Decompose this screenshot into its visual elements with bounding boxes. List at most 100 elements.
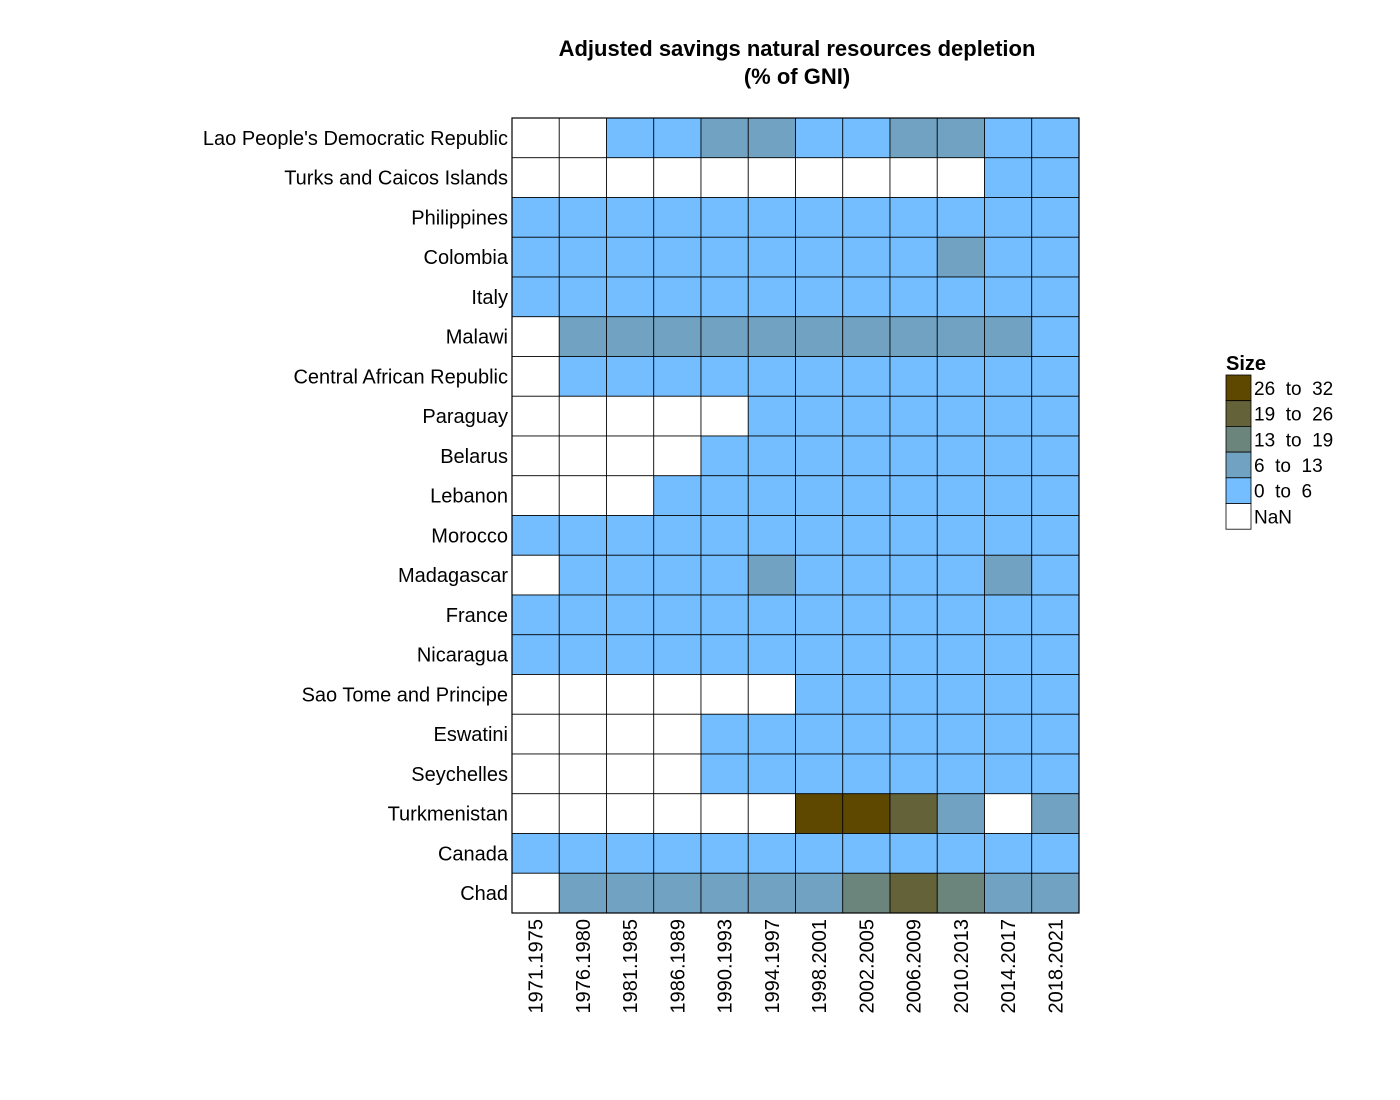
- heatmap-cell-philippines-1981-1985: [606, 197, 655, 238]
- heatmap-cell-chad-1976-1980: [558, 872, 607, 914]
- legend-label: 26 to 32: [1254, 379, 1333, 400]
- y-tick-label: Nicaragua: [417, 645, 509, 667]
- heatmap-cell-chad-2010-2013: [936, 872, 985, 914]
- heatmap-cell-colombia-1981-1985: [606, 236, 655, 278]
- heatmap-cell-morocco-1981-1985: [606, 515, 655, 556]
- heatmap-cell-central-african-republic-2006-2009: [889, 356, 938, 397]
- heatmap-cell-canada-1986-1989: [653, 833, 702, 874]
- heatmap-cell-canada-2010-2013: [936, 833, 985, 874]
- heatmap-cell-turks-and-caicos-islands-1981-1985: [606, 157, 655, 198]
- heatmap-cell-philippines-2002-2005: [842, 197, 891, 238]
- heatmap-cell-chad-2018-2021: [1031, 872, 1080, 914]
- heatmap-cell-morocco-1990-1993: [700, 515, 749, 556]
- heatmap-cell-paraguay-1981-1985: [606, 395, 655, 437]
- heatmap-cell-belarus-2006-2009: [889, 435, 938, 477]
- heatmap-cell-italy-1981-1985: [606, 276, 655, 318]
- heatmap-cell-seychelles-1994-1997: [747, 753, 796, 795]
- heatmap-cell-malawi-2002-2005: [842, 316, 891, 357]
- y-tick-label: Turks and Caicos Islands: [284, 168, 508, 190]
- heatmap-cell-france-2006-2009: [889, 594, 938, 636]
- x-tick-label: 1981.1985: [620, 919, 642, 1014]
- heatmap-cell-philippines-2018-2021: [1031, 197, 1080, 238]
- heatmap-cell-malawi-1986-1989: [653, 316, 702, 357]
- heatmap-cell-seychelles-2010-2013: [936, 753, 985, 795]
- heatmap-cell-morocco-2018-2021: [1031, 515, 1080, 556]
- heatmap-cell-morocco-1986-1989: [653, 515, 702, 556]
- heatmap-cell-malawi-1994-1997: [747, 316, 796, 357]
- chart-title: Adjusted savings natural resources deple…: [559, 36, 1036, 61]
- heatmap-cell-sao-tome-and-principe-1971-1975: [511, 674, 560, 715]
- y-tick-label: Paraguay: [422, 406, 508, 428]
- heatmap-cell-lao-people-s-democratic-republic-1990-1993: [700, 117, 749, 159]
- legend-label: 13 to 19: [1254, 430, 1333, 451]
- heatmap-cell-eswatini-2006-2009: [889, 713, 938, 755]
- heatmap-cell-paraguay-1994-1997: [747, 395, 796, 437]
- heatmap-cell-colombia-1994-1997: [747, 236, 796, 278]
- heatmap-cell-turkmenistan-1986-1989: [653, 793, 702, 834]
- heatmap-cell-turkmenistan-1981-1985: [606, 793, 655, 834]
- heatmap-cell-france-2010-2013: [936, 594, 985, 636]
- heatmap-cell-eswatini-2018-2021: [1031, 713, 1080, 755]
- y-tick-label: Malawi: [446, 327, 508, 349]
- heatmap-cell-nicaragua-1998-2001: [795, 634, 844, 675]
- heatmap-cell-seychelles-1981-1985: [606, 753, 655, 795]
- heatmap-cell-lao-people-s-democratic-republic-2006-2009: [889, 117, 938, 159]
- heatmap-cell-malawi-1971-1975: [511, 316, 560, 357]
- heatmap-cell-chad-1981-1985: [606, 872, 655, 914]
- legend-swatch: [1225, 374, 1252, 402]
- heatmap-cell-paraguay-2002-2005: [842, 395, 891, 437]
- heatmap-cell-france-1986-1989: [653, 594, 702, 636]
- heatmap-cell-canada-2014-2017: [984, 833, 1033, 874]
- heatmap-cell-seychelles-1971-1975: [511, 753, 560, 795]
- y-tick-label: Morocco: [431, 525, 508, 547]
- y-tick-label: Canada: [438, 843, 509, 865]
- heatmap-cell-lebanon-1998-2001: [795, 475, 844, 516]
- heatmap-cell-lao-people-s-democratic-republic-2002-2005: [842, 117, 891, 159]
- x-tick-label: 1998.2001: [809, 919, 831, 1014]
- heatmap-cell-chad-2014-2017: [984, 872, 1033, 914]
- heatmap-cell-turks-and-caicos-islands-1990-1993: [700, 157, 749, 198]
- legend-swatch: [1225, 477, 1252, 504]
- legend-label: 19 to 26: [1254, 405, 1333, 426]
- x-tick-label: 2006.2009: [904, 919, 926, 1014]
- heatmap-cell-morocco-2014-2017: [984, 515, 1033, 556]
- heatmap-cell-canada-1994-1997: [747, 833, 796, 874]
- y-tick-label: Italy: [471, 287, 508, 309]
- heatmap-cell-italy-1976-1980: [558, 276, 607, 318]
- x-tick-label: 2002.2005: [856, 919, 878, 1014]
- heatmap-cell-turkmenistan-1976-1980: [558, 793, 607, 834]
- heatmap-cell-italy-1998-2001: [795, 276, 844, 318]
- heatmap-cell-turks-and-caicos-islands-2010-2013: [936, 157, 985, 198]
- heatmap-cell-italy-2006-2009: [889, 276, 938, 318]
- x-tick-label: 1976.1980: [573, 919, 595, 1014]
- heatmap-cell-malawi-1981-1985: [606, 316, 655, 357]
- heatmap-cell-eswatini-1990-1993: [700, 713, 749, 755]
- heatmap-cell-colombia-1998-2001: [795, 236, 844, 278]
- heatmap-cell-canada-2002-2005: [842, 833, 891, 874]
- heatmap-cell-central-african-republic-1971-1975: [511, 356, 560, 397]
- heatmap-cell-italy-1971-1975: [511, 276, 560, 318]
- heatmap-cell-canada-1971-1975: [511, 833, 560, 874]
- heatmap-cell-italy-1990-1993: [700, 276, 749, 318]
- y-tick-label: Eswatini: [434, 724, 508, 746]
- heatmap-cell-belarus-1981-1985: [606, 435, 655, 477]
- y-tick-label: Central African Republic: [293, 366, 508, 388]
- heatmap-cells: [511, 117, 1080, 914]
- heatmap-cell-turkmenistan-2014-2017: [984, 793, 1033, 834]
- heatmap-cell-central-african-republic-1976-1980: [558, 356, 607, 397]
- heatmap-cell-sao-tome-and-principe-1994-1997: [747, 674, 796, 715]
- heatmap-cell-belarus-1990-1993: [700, 435, 749, 477]
- heatmap-cell-morocco-1976-1980: [558, 515, 607, 556]
- heatmap-cell-belarus-1998-2001: [795, 435, 844, 477]
- heatmap-cell-central-african-republic-2002-2005: [842, 356, 891, 397]
- heatmap-cell-colombia-2006-2009: [889, 236, 938, 278]
- heatmap-cell-nicaragua-2006-2009: [889, 634, 938, 675]
- heatmap-cell-eswatini-2002-2005: [842, 713, 891, 755]
- plot-border: [511, 117, 1080, 914]
- heatmap-cell-paraguay-2018-2021: [1031, 395, 1080, 437]
- heatmap-cell-central-african-republic-1986-1989: [653, 356, 702, 397]
- heatmap-cell-lebanon-1986-1989: [653, 475, 702, 516]
- heatmap-cell-seychelles-1998-2001: [795, 753, 844, 795]
- heatmap-cell-seychelles-1986-1989: [653, 753, 702, 795]
- heatmap-cell-malawi-2014-2017: [984, 316, 1033, 357]
